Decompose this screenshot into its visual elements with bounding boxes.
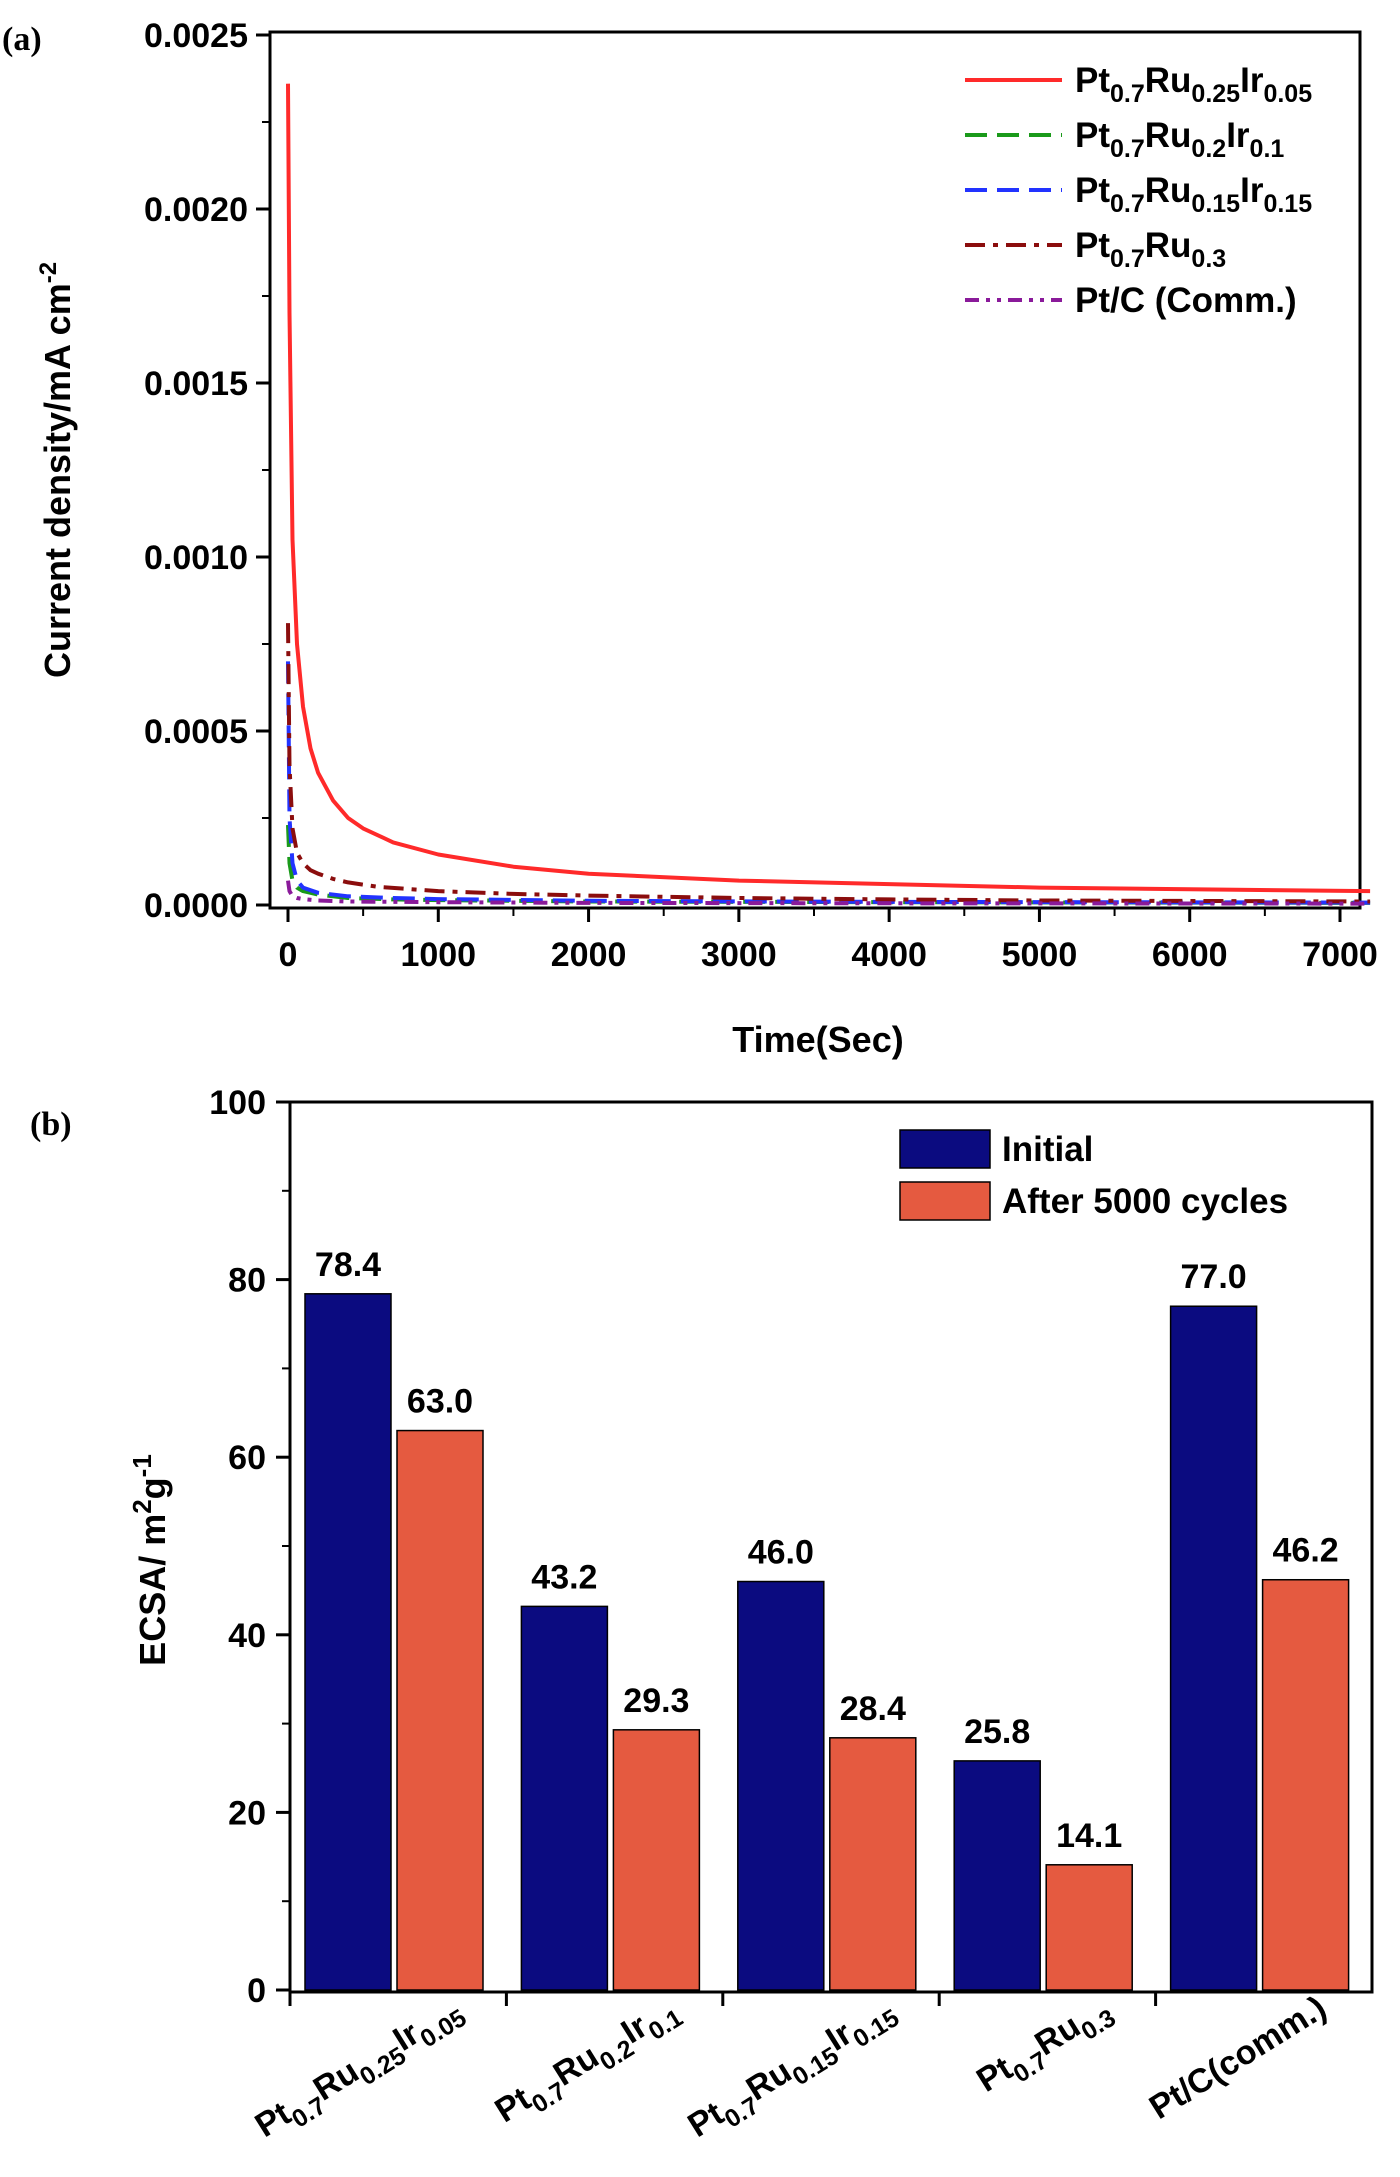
bar-value-label: 46.2 (1273, 1532, 1339, 1570)
text-part: Pt (1075, 116, 1110, 155)
y-tick-label: 0 (247, 1972, 266, 2010)
y-tick-label: 0.0025 (144, 17, 248, 55)
text-part: Ru (1145, 61, 1192, 100)
legend-label-4: Pt/C (Comm.) (1075, 281, 1297, 320)
legend-swatch-1 (899, 1181, 991, 1221)
text-part: Pt (1075, 226, 1110, 265)
x-tick-label: 6000 (1152, 936, 1228, 974)
x-tick-label: 3000 (701, 936, 777, 974)
text-part: Ir (1240, 171, 1264, 210)
y-tick-label: 0.0015 (144, 365, 248, 403)
panel-a-legend: Pt0.7Ru0.25Ir0.05Pt0.7Ru0.2Ir0.1Pt0.7Ru0… (965, 61, 1312, 320)
bar-after-0 (396, 1429, 484, 1991)
bar-value-label: 78.4 (315, 1246, 381, 1284)
bar-initial-0 (304, 1293, 392, 1991)
bar-value-label: 46.0 (748, 1534, 814, 1572)
bar-after-2 (829, 1737, 917, 1991)
bar-initial-4 (1169, 1305, 1258, 1991)
panel-a-series (286, 83, 1371, 906)
bar-value-label: 14.1 (1056, 1817, 1122, 1855)
text-part: 0.7 (1110, 245, 1145, 273)
legend-label-0: Initial (1002, 1130, 1093, 1169)
legend-swatch-0 (899, 1129, 991, 1169)
text-part: 0.05 (1263, 80, 1312, 108)
text-part: Ir (1240, 61, 1264, 100)
panel-a-y-axis-title: Current density/mA cm-2 (35, 262, 78, 678)
panel-b-legend: Initial After 5000 cycles (899, 1129, 1288, 1221)
text-part: 0.7 (1110, 135, 1145, 163)
panel-a-y-axis-title-main: Current density/mA cm (37, 283, 78, 678)
text-part: Pt/C (Comm.) (1075, 281, 1297, 320)
bar-after-4 (1261, 1578, 1350, 1991)
y-tick-label: 0.0005 (144, 713, 248, 751)
bar-initial-2 (737, 1580, 825, 1991)
bar-value-label: 43.2 (531, 1558, 597, 1596)
text-part: -1 (127, 1454, 157, 1477)
y-tick-label: 100 (209, 1084, 266, 1122)
x-tick-label: 5000 (1002, 936, 1078, 974)
y-tick-label: 0.0020 (144, 191, 248, 229)
text-part: 0.15 (1263, 190, 1312, 218)
y-tick-label: 0.0000 (144, 887, 248, 925)
text-part: Ru (1145, 116, 1192, 155)
bar-value-label: 25.8 (964, 1713, 1030, 1751)
text-part: 2 (127, 1499, 157, 1513)
bar-value-label: 29.3 (623, 1682, 689, 1720)
bar-after-3 (1045, 1864, 1133, 1991)
bar-initial-1 (520, 1605, 609, 1991)
x-tick-label: 1000 (400, 936, 476, 974)
text-part: Ir (1226, 116, 1250, 155)
text-part: 0.7 (1110, 80, 1145, 108)
x-tick-label: 4000 (851, 936, 927, 974)
panel-a-label: (a) (2, 21, 42, 58)
series-line-0 (286, 83, 1371, 894)
text-part: Ru (1145, 226, 1192, 265)
panel-a-y-axis: 0.0000 0.0005 0.0010 0.0015 0.0020 0.0025 (144, 17, 270, 925)
panel-b-y-axis: 0 20 40 60 80 100 (209, 1084, 290, 2010)
bar-initial-3 (953, 1760, 1041, 1991)
panel-b-y-axis-title: ECSA/ m2g-1 (127, 1454, 173, 1666)
text-part: 0.15 (1191, 190, 1240, 218)
text-part: 0.3 (1191, 245, 1226, 273)
legend-label-1: Pt0.7Ru0.2Ir0.1 (1075, 116, 1284, 163)
text-part: 0.2 (1191, 135, 1226, 163)
text-part: Pt (1075, 61, 1110, 100)
y-tick-label: 80 (228, 1262, 266, 1300)
text-part: g (132, 1477, 173, 1499)
x-tick-label: 2000 (551, 936, 627, 974)
text-part: Pt (1075, 171, 1110, 210)
x-tick-label: 0 (279, 936, 298, 974)
y-tick-label: 20 (228, 1794, 266, 1832)
y-tick-label: 40 (228, 1617, 266, 1655)
text-part: 0.25 (1191, 80, 1240, 108)
text-part: Ru (1145, 171, 1192, 210)
panel-a-x-axis-title: Time(Sec) (732, 1019, 903, 1060)
y-tick-label: 0.0010 (144, 539, 248, 577)
panel-a-y-axis-title-sup: -2 (35, 262, 62, 283)
x-tick-label: 7000 (1302, 936, 1378, 974)
panel-b-label: (b) (30, 1106, 72, 1143)
panel-a-x-axis: 0 1000 2000 3000 4000 5000 6000 7000 (279, 908, 1378, 974)
y-tick-label: 60 (228, 1439, 266, 1477)
legend-label-3: Pt0.7Ru0.3 (1075, 226, 1226, 273)
legend-label-0: Pt0.7Ru0.25Ir0.05 (1075, 61, 1312, 108)
legend-label-2: Pt0.7Ru0.15Ir0.15 (1075, 171, 1312, 218)
panel-b-bars: 78.4 63.0 43.2 29.3 46.0 28.4 25.8 14.1 77.0 46.2 (304, 1246, 1350, 1991)
text-part: 0.7 (1110, 190, 1145, 218)
bar-value-label: 63.0 (407, 1383, 473, 1421)
text-part: 0.1 (1250, 135, 1285, 163)
bar-after-1 (612, 1729, 701, 1991)
bar-value-label: 28.4 (840, 1690, 906, 1728)
legend-label-1: After 5000 cycles (1002, 1182, 1288, 1221)
series-line-3 (286, 623, 1371, 904)
text-part: ECSA/ m (132, 1514, 173, 1666)
series-line-2 (286, 661, 1371, 905)
bar-value-label: 77.0 (1181, 1258, 1247, 1296)
